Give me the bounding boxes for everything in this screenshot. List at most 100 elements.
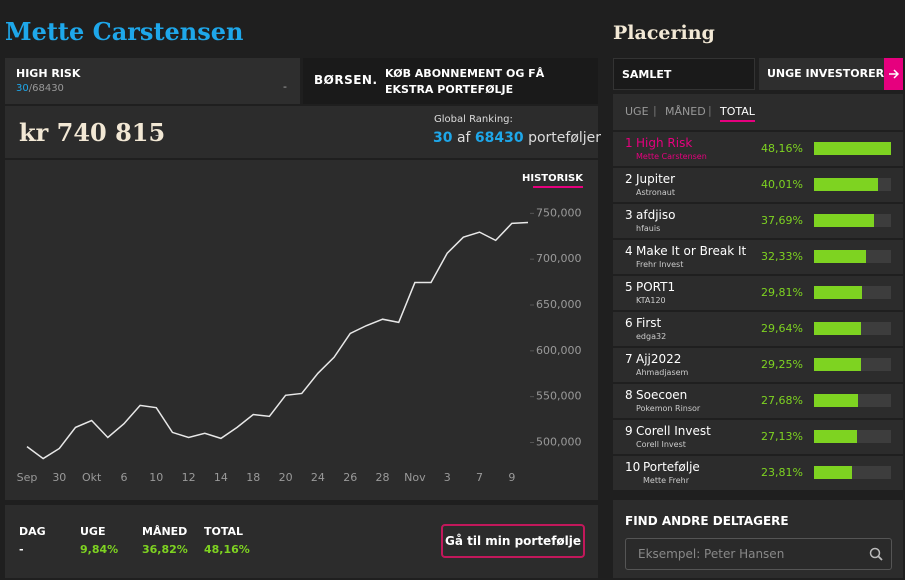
user-name: Frehr Invest xyxy=(636,260,684,269)
rank: 6 xyxy=(625,316,633,330)
user-name: hfauis xyxy=(636,224,661,233)
user-name: KTA120 xyxy=(636,296,666,305)
rank: 8 xyxy=(625,388,633,402)
rank-total: /68430 xyxy=(28,83,64,94)
user-name: edga32 xyxy=(636,332,667,341)
period-tab[interactable]: MÅNED xyxy=(665,105,706,118)
x-tick-label: Sep xyxy=(17,471,38,484)
portfolio-name: High Risk xyxy=(636,136,693,150)
ranking-row[interactable]: 9 Corell Invest Corell Invest 27,13% xyxy=(613,420,903,454)
bar xyxy=(814,394,859,407)
y-tick-label: 550,000 xyxy=(536,390,582,403)
unit: porteføljer xyxy=(528,130,602,146)
bar xyxy=(814,322,862,335)
period-tab[interactable]: TOTAL xyxy=(720,105,755,122)
percent: 27,13% xyxy=(761,430,803,443)
chart: HISTORISK 500,000 550,000 600,000 650,000 70… xyxy=(17,173,585,484)
ranking-row[interactable]: 1 High Risk Mette Carstensen 48,16% xyxy=(613,132,903,166)
percent: 29,25% xyxy=(761,358,803,371)
x-tick-label: 7 xyxy=(476,471,483,484)
stat-value: 36,82% xyxy=(142,543,188,556)
ranking-row[interactable]: 7 Ajj2022 Ahmadjasem 29,25% xyxy=(613,348,903,382)
portfolio-title: HIGH RISK xyxy=(16,67,81,80)
portfolio-name: First xyxy=(636,316,662,330)
stat-value: 9,84% xyxy=(80,543,119,556)
change: - xyxy=(155,128,160,142)
portfolio-name: Ajj2022 xyxy=(636,352,682,366)
x-tick-label: 28 xyxy=(376,471,390,484)
x-tick-label: 24 xyxy=(311,471,325,484)
x-tick-label: 6 xyxy=(120,471,127,484)
portfolio-name: PORT1 xyxy=(636,280,676,294)
stat-value: - xyxy=(19,543,24,556)
percent: 23,81% xyxy=(761,466,803,479)
find-panel: FIND ANDRE DELTAGERE Eksempel: Peter Han… xyxy=(613,500,903,578)
user-name: Ahmadjasem xyxy=(636,368,689,377)
of: af xyxy=(456,130,471,146)
ranking-row[interactable]: 6 First edga32 29,64% xyxy=(613,312,903,346)
y-tick-label: 650,000 xyxy=(536,298,582,311)
global-ranking: 30 af 68430 porteføljer xyxy=(433,130,601,146)
x-tick-label: 3 xyxy=(444,471,451,484)
portfolio-tab[interactable]: HIGH RISK 30/68430 - xyxy=(5,58,300,104)
rank: 3 xyxy=(625,208,633,222)
y-tick-label: 750,000 xyxy=(536,206,582,219)
percent: 40,01% xyxy=(761,178,803,191)
stat-value: 48,16% xyxy=(204,543,250,556)
percent: 48,16% xyxy=(761,142,803,155)
amount: kr 740 815 xyxy=(19,118,166,147)
search-input[interactable]: Eksempel: Peter Hansen xyxy=(625,538,892,570)
ranking-row[interactable]: 5 PORT1 KTA120 29,81% xyxy=(613,276,903,310)
menu[interactable]: - xyxy=(283,80,287,93)
portfolio-button[interactable]: Gå til min portefølje xyxy=(441,524,585,558)
y-tick-label: 500,000 xyxy=(536,436,582,449)
percent: 37,69% xyxy=(761,214,803,227)
bar xyxy=(814,286,862,299)
find-title: FIND ANDRE DELTAGERE xyxy=(625,514,789,528)
portfolio-name: Portefølje xyxy=(643,460,700,474)
value-panel: kr 740 815 - Global Ranking: 30 af 68430… xyxy=(5,106,601,158)
rank: 7 xyxy=(625,352,633,366)
stat-label: DAG xyxy=(19,525,46,538)
ranking-row[interactable]: 4 Make It or Break It Frehr Invest 32,33% xyxy=(613,240,903,274)
period-tab[interactable]: UGE xyxy=(625,105,649,118)
tab[interactable]: UNGE INVESTORER xyxy=(759,58,885,90)
x-tick-label: 10 xyxy=(149,471,163,484)
bar xyxy=(814,430,858,443)
bar xyxy=(814,358,861,371)
x-tick-label: 9 xyxy=(508,471,515,484)
total: 68430 xyxy=(474,130,524,146)
sidebar-title: Placering xyxy=(613,22,715,44)
percent: 29,81% xyxy=(761,286,803,299)
portfolio-name: afdjiso xyxy=(636,208,676,222)
promo[interactable]: BØRSEN. KØB ABONNEMENT OG FÅ EKSTRA PORT… xyxy=(303,58,598,104)
ranking-row[interactable]: 3 afdjiso hfauis 37,69% xyxy=(613,204,903,238)
bar xyxy=(814,214,875,227)
separator: | xyxy=(708,104,712,117)
portfolio-name: Corell Invest xyxy=(636,424,711,438)
stat-label: TOTAL xyxy=(204,525,244,538)
tab[interactable]: SAMLET xyxy=(613,58,755,90)
ranking-row[interactable]: 10 Portefølje Mette Frehr 23,81% xyxy=(613,456,903,490)
portfolio-rank: 30/68430 xyxy=(16,83,64,94)
portfolio-name: Soecoen xyxy=(636,388,688,402)
x-tick-label: 18 xyxy=(246,471,260,484)
percent: 27,68% xyxy=(761,394,803,407)
chart-panel: HISTORISK 500,000 550,000 600,000 650,000 70… xyxy=(5,160,598,500)
stat-label: MÅNED xyxy=(142,525,188,538)
x-tick-label: Okt xyxy=(82,471,102,484)
rank: 2 xyxy=(625,172,633,186)
placeholder: Eksempel: Peter Hansen xyxy=(638,547,785,561)
stat-label: UGE xyxy=(80,525,106,538)
ranking-row[interactable]: 8 Soecoen Pokemon Rinsor 27,68% xyxy=(613,384,903,418)
price-line xyxy=(26,221,529,460)
period-tabs: UGE | MÅNED | TOTAL xyxy=(613,94,903,130)
chart-tab[interactable]: HISTORISK xyxy=(522,173,584,184)
borsen-logo: BØRSEN. xyxy=(314,73,378,87)
rank: 1 xyxy=(625,136,633,150)
arrow-button[interactable] xyxy=(884,58,903,90)
ranking-row[interactable]: 2 Jupiter Astronaut 40,01% xyxy=(613,168,903,202)
x-tick-label: 12 xyxy=(182,471,196,484)
bar xyxy=(814,178,878,191)
